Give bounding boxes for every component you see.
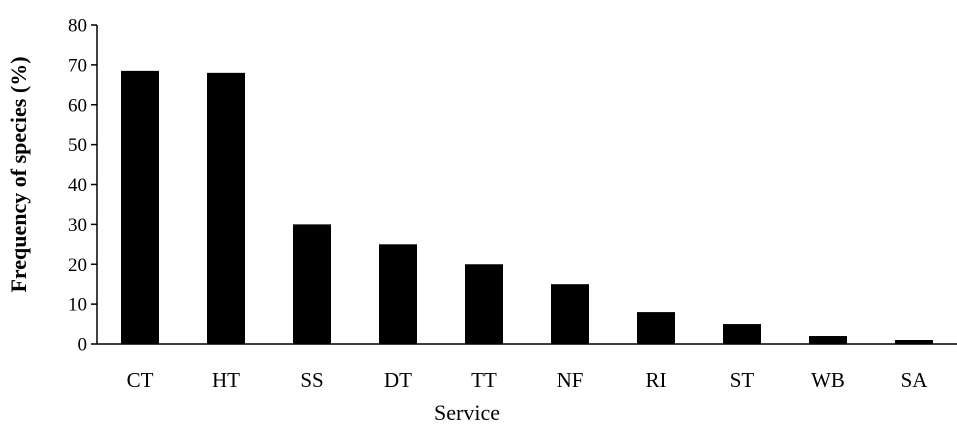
- bar-dt: [379, 244, 417, 344]
- bar-ct: [121, 70, 159, 345]
- x-tick-label-ri: RI: [646, 368, 667, 392]
- bar-wb: [809, 336, 847, 344]
- y-tick-label-70: 70: [68, 55, 87, 76]
- bar-ss: [293, 224, 331, 345]
- y-tick-label-30: 30: [68, 215, 87, 236]
- x-tick-label-ct: CT: [127, 368, 154, 392]
- x-tick-label-dt: DT: [384, 368, 412, 392]
- bar-ht: [207, 72, 245, 344]
- x-tick-label-ss: SS: [300, 368, 323, 392]
- y-tick-label-80: 80: [68, 16, 87, 37]
- bar-nf: [551, 284, 589, 344]
- bar-ri: [637, 312, 675, 344]
- bar-tt: [465, 264, 503, 344]
- x-tick-label-st: ST: [730, 368, 755, 392]
- y-axis-title: Frequency of species (%): [6, 56, 31, 292]
- x-tick-label-wb: WB: [811, 368, 845, 392]
- x-tick-label-nf: NF: [557, 368, 584, 392]
- y-tick-label-0: 0: [78, 335, 88, 356]
- bar-st: [723, 324, 761, 344]
- x-axis-title: Service: [434, 400, 500, 425]
- y-tick-label-20: 20: [68, 255, 87, 276]
- plot-area: CT HT SS DT TT NF RI ST WB SA 0 10 20 30 40 50 60 70 80: [68, 16, 957, 392]
- y-tick-label-40: 40: [68, 175, 87, 196]
- x-tick-label-sa: SA: [901, 368, 929, 392]
- x-tick-label-tt: TT: [471, 368, 497, 392]
- y-tick-label-10: 10: [68, 295, 87, 316]
- bar-sa: [895, 340, 933, 344]
- y-tick-label-60: 60: [68, 95, 87, 116]
- y-tick-label-50: 50: [68, 135, 87, 156]
- x-tick-label-ht: HT: [212, 368, 240, 392]
